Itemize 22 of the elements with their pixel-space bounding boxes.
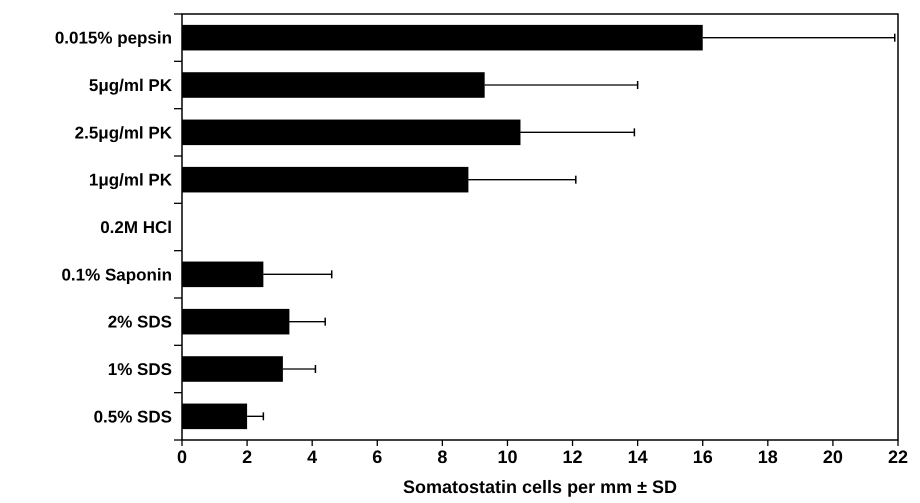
x-tick-label: 16: [692, 447, 713, 467]
y-tick-label: 0.015% pepsin: [54, 28, 172, 48]
x-tick-label: 0: [176, 447, 188, 467]
x-tick-label: 8: [437, 447, 448, 467]
y-tick-label: 0.1% Saponin: [61, 265, 172, 284]
x-tick-label: 12: [562, 447, 583, 467]
x-tick-label: 14: [628, 447, 648, 467]
y-tick-label: 0.2M HCl: [100, 218, 172, 237]
y-tick-label: 1% SDS: [108, 360, 172, 379]
x-tick-label: 2: [242, 447, 252, 467]
x-tick-label: 22: [888, 447, 908, 467]
x-tick-label: 10: [497, 447, 518, 467]
y-tick-label: 2% SDS: [108, 312, 172, 332]
y-tick-label: 2.5μg/ml PK: [74, 123, 173, 142]
y-tick-label: 1μg/ml PK: [88, 170, 173, 190]
y-tick-label: 5μg/ml PK: [88, 76, 173, 95]
x-tick-label: 6: [372, 447, 382, 467]
x-tick-label: 18: [758, 447, 778, 467]
x-tick-label: 20: [822, 447, 843, 467]
x-axis-title: Somatostatin cells per mm ± SD: [403, 477, 677, 497]
x-tick-label: 4: [307, 447, 318, 467]
y-tick-label: 0.5% SDS: [94, 407, 172, 426]
